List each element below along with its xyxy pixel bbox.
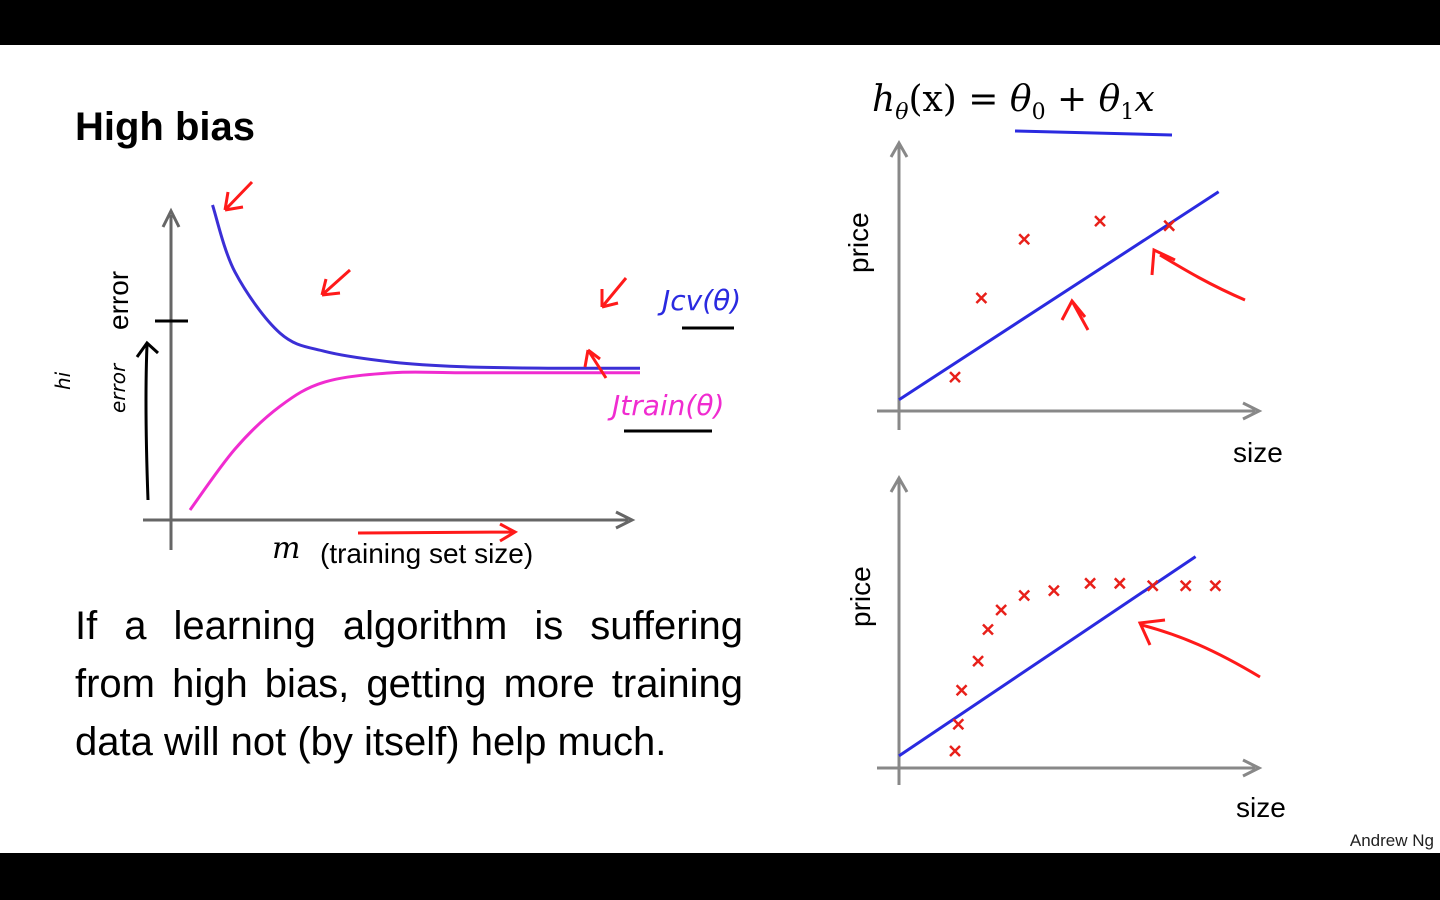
jtrain-label: Jtrain(θ): [607, 389, 724, 422]
s2-x-arrowhead: [1242, 758, 1263, 778]
jcv-curve: [211, 204, 641, 370]
data-point-x-marker: [952, 718, 965, 731]
data-point-x-marker: [1146, 579, 1159, 592]
s2-annotation-arrow: [1137, 618, 1261, 679]
jtrain-curve: [188, 370, 640, 511]
slide: High bias hθ(x) = θ0 + θ1x error m (trai…: [0, 45, 1440, 853]
red-annotation-arrows: [223, 180, 628, 543]
data-point-x-marker: [972, 655, 984, 667]
hw-up-arrow: [144, 344, 150, 501]
data-point-x-marker: [1018, 589, 1031, 602]
lc-x-symbol: m: [272, 531, 300, 566]
data-point-x-marker: [1047, 584, 1060, 597]
scatter-chart-bottom: price size: [845, 474, 1286, 823]
lc-x-label: (training set size): [320, 538, 533, 569]
slide-graphics: error m (training set size) hi error Jcv…: [51, 129, 1286, 823]
hw-up-arrowhead: [135, 340, 160, 358]
learning-curve-chart: error m (training set size) hi error Jcv…: [51, 180, 741, 569]
data-point-x-marker: [975, 292, 988, 304]
s2-y-label: price: [845, 566, 876, 627]
annotation-arrow-2: [320, 268, 351, 297]
s1-x-arrowhead: [1242, 401, 1263, 421]
hypothesis-formula: hθ(x) = θ0 + θ1x: [872, 79, 1155, 126]
data-point-x-marker: [949, 371, 961, 383]
annotation-arrow-3: [600, 277, 628, 309]
hw-error-text: error: [106, 362, 130, 413]
lc-x-axis-arrowhead: [615, 510, 636, 530]
s1-y-label: price: [843, 212, 874, 273]
handwritten-high-error: hi error: [51, 340, 160, 501]
formula-underline: [1014, 129, 1173, 137]
annotation-arrow-5: [357, 522, 519, 543]
data-point-x-marker: [955, 684, 968, 697]
slide-body-text: If a learning algorithm is suffering fro…: [75, 604, 743, 764]
annotation-arrow-1: [223, 180, 254, 212]
s1-y-arrowhead: [889, 139, 909, 158]
data-point-x-marker: [1084, 577, 1097, 590]
lc-y-label: error: [103, 271, 134, 330]
s1-fit-line: [898, 190, 1220, 401]
s2-y-arrowhead: [889, 474, 909, 493]
data-point-x-marker: [1113, 577, 1126, 590]
slide-title: High bias: [75, 105, 256, 149]
annotation-arrow-4: [583, 348, 608, 379]
s2-fit-line: [898, 555, 1197, 758]
data-point-x-marker: [1094, 215, 1106, 228]
s1-annotation-arrow-b: [1150, 247, 1246, 302]
hw-high-text: hi: [51, 371, 75, 390]
data-point-x-marker: [1018, 233, 1031, 246]
data-point-x-marker: [1179, 579, 1192, 592]
author-credit: Andrew Ng: [1349, 831, 1434, 850]
data-point-x-marker: [1209, 579, 1222, 592]
s1-x-label: size: [1233, 437, 1283, 468]
scatter-chart-top: price size: [843, 129, 1283, 468]
s1-data-points: [949, 215, 1176, 383]
data-point-x-marker: [949, 745, 961, 757]
s1-annotation-arrow-a: [1060, 298, 1090, 331]
data-point-x-marker: [1163, 219, 1176, 232]
data-point-x-marker: [995, 604, 1008, 616]
s2-x-label: size: [1236, 792, 1286, 823]
lc-y-axis-arrowhead: [161, 207, 181, 228]
s2-data-points: [949, 577, 1222, 757]
jcv-label: Jcv(θ): [657, 284, 741, 317]
data-point-x-marker: [982, 623, 994, 636]
